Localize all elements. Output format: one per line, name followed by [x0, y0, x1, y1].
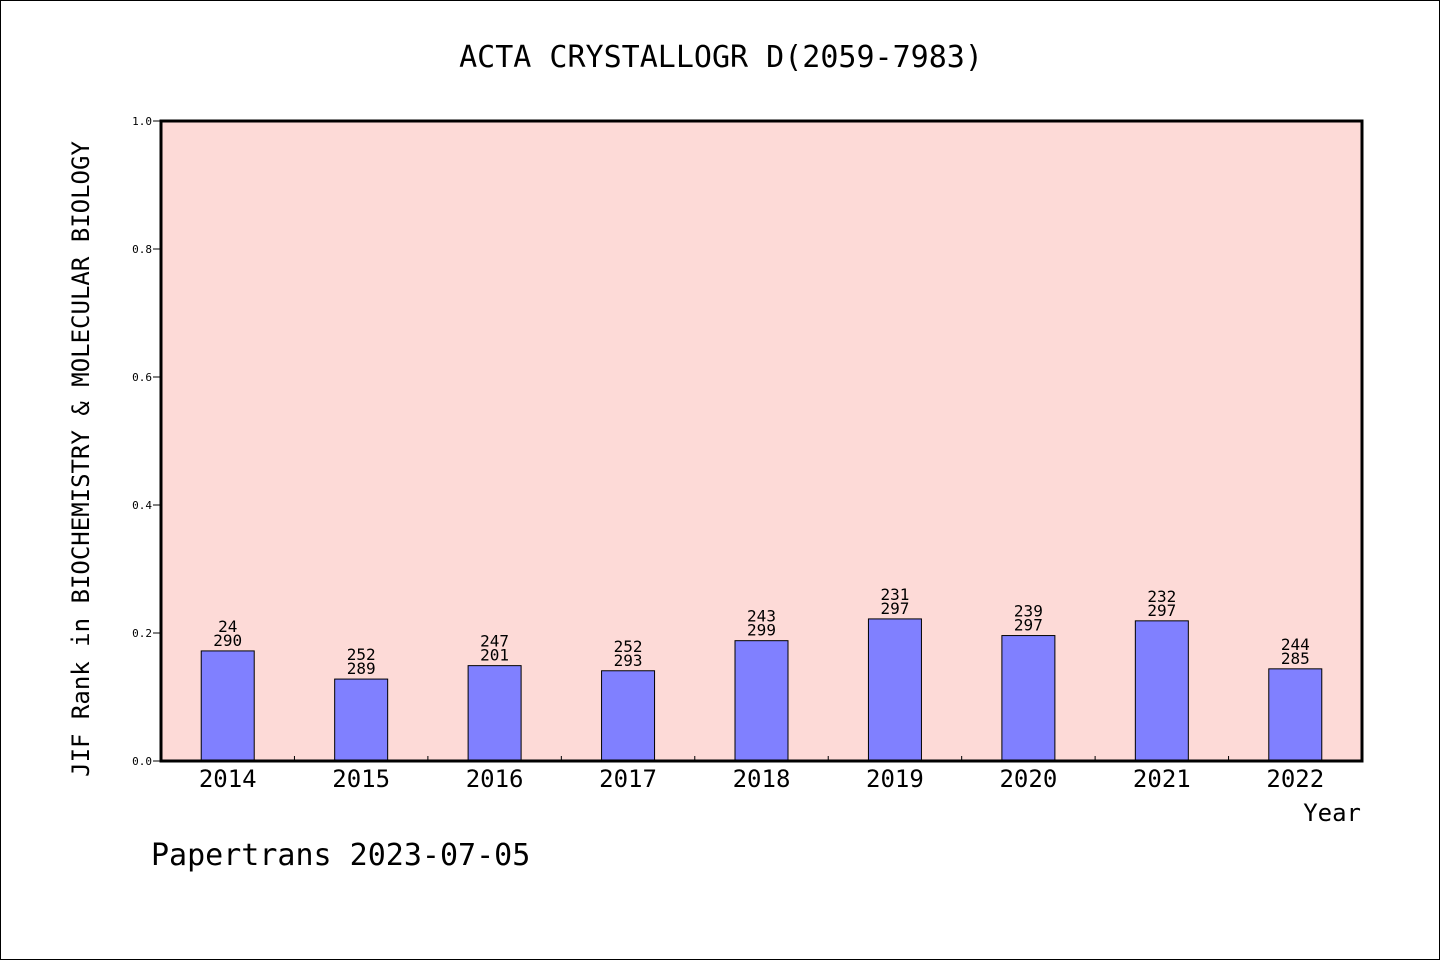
- bars-group: [200, 618, 1323, 762]
- y-axis-label: JIF Rank in BIOCHEMISTRY & MOLECULAR BIO…: [67, 141, 95, 777]
- bar-2015: [334, 678, 389, 762]
- bar-2019: [867, 618, 922, 762]
- x-tick-label-2015: 2015: [332, 765, 390, 793]
- bar-label-bottom-2017: 293: [614, 651, 643, 670]
- bar-label-bottom-2014: 290: [213, 631, 242, 650]
- y-tick-label-0.8: 0.8: [132, 243, 152, 256]
- x-axis-label: Year: [1303, 799, 1361, 827]
- bar-label-bottom-2018: 299: [747, 621, 776, 640]
- bar-label-top-2015: 252: [347, 645, 376, 664]
- bar-label-top-2022: 244: [1281, 635, 1310, 654]
- x-tick-label-2021: 2021: [1133, 765, 1191, 793]
- y-tick-label-0.4: 0.4: [132, 499, 152, 512]
- y-tick-label-0.0: 0.0: [132, 755, 152, 768]
- x-axis-ticks: 2014 2015 2016 2017 2018 2019 2020 2021 2022: [199, 756, 1324, 793]
- y-tick-label-0.2: 0.2: [132, 627, 152, 640]
- y-tick-label-0.6: 0.6: [132, 371, 152, 384]
- x-tick-label-2018: 2018: [733, 765, 791, 793]
- bar-label-bottom-2021: 297: [1147, 601, 1176, 620]
- bar-2018: [734, 640, 789, 762]
- bar-label-bottom-2020: 297: [1014, 616, 1043, 635]
- chart-title: ACTA CRYSTALLOGR D(2059-7983): [459, 40, 983, 75]
- y-axis-ticks: 0.0 0.2 0.4 0.6 0.8 1.0: [132, 115, 161, 768]
- bar-2020: [1001, 635, 1056, 762]
- plot-border: [159, 119, 1364, 763]
- footer-text: Papertrans 2023-07-05: [151, 838, 530, 873]
- x-tick-label-2020: 2020: [999, 765, 1057, 793]
- bar-2017: [601, 670, 656, 762]
- bar-2014: [200, 650, 255, 762]
- bar-label-top-2014: 24: [218, 617, 237, 636]
- x-tick-label-2016: 2016: [466, 765, 524, 793]
- y-tick-label-1.0: 1.0: [132, 115, 152, 128]
- bar-label-top-2021: 232: [1147, 587, 1176, 606]
- x-tick-label-2014: 2014: [199, 765, 257, 793]
- bar-label-top-2018: 243: [747, 607, 776, 626]
- bar-label-top-2016: 247: [480, 632, 509, 651]
- bar-2021: [1134, 620, 1189, 762]
- bar-label-bottom-2015: 289: [347, 659, 376, 678]
- bar-label-top-2017: 252: [614, 637, 643, 656]
- bar-2016: [467, 665, 522, 762]
- bar-label-top-2020: 239: [1014, 602, 1043, 621]
- bar-label-bottom-2022: 285: [1281, 649, 1310, 668]
- bar-label-bottom-2016: 201: [480, 646, 509, 665]
- bar-2022: [1268, 668, 1323, 762]
- bar-label-bottom-2019: 297: [880, 599, 909, 618]
- bar-label-top-2019: 231: [880, 585, 909, 604]
- x-tick-label-2019: 2019: [866, 765, 924, 793]
- x-tick-label-2022: 2022: [1266, 765, 1324, 793]
- x-tick-label-2017: 2017: [599, 765, 657, 793]
